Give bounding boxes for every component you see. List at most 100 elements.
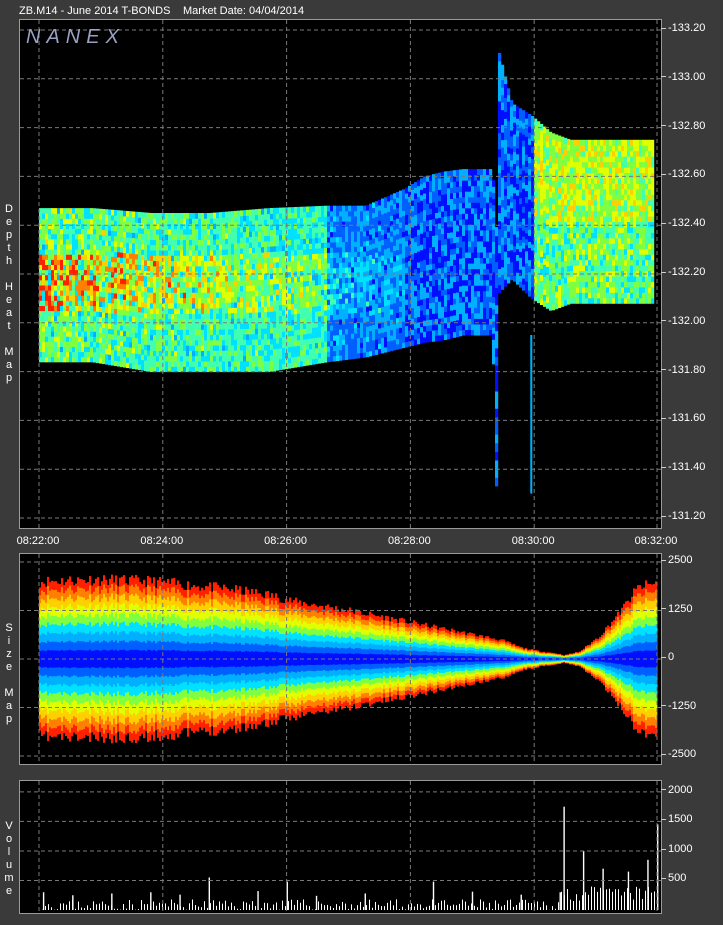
heat-cell [75, 305, 79, 312]
heat-cell [516, 260, 520, 267]
heat-cell [513, 210, 517, 217]
heat-cell [438, 239, 442, 246]
heat-cell [159, 297, 163, 304]
heat-cell [498, 164, 502, 174]
heat-cell [276, 299, 280, 306]
heat-cell [120, 257, 124, 264]
heat-cell [348, 343, 352, 350]
heat-cell [423, 336, 427, 343]
heat-cell [126, 284, 130, 290]
heat-cell [354, 307, 358, 314]
heat-cell [516, 224, 520, 232]
heat-cell [324, 336, 328, 342]
heat-cell [447, 198, 451, 206]
heat-cell [420, 189, 424, 196]
heat-cell [60, 305, 64, 312]
heat-cell [150, 286, 154, 293]
heat-cell [522, 146, 526, 153]
heat-cell [486, 329, 490, 336]
heat-cell [456, 203, 460, 210]
heat-cell [213, 339, 217, 346]
heat-cell [336, 252, 340, 258]
heat-cell [456, 280, 460, 288]
heat-cell [210, 223, 214, 230]
heat-cell [534, 179, 538, 186]
heat-cell [93, 269, 97, 276]
heat-cell [186, 350, 190, 357]
heat-cell [390, 230, 394, 237]
heat-cell [447, 321, 451, 329]
heat-cell [48, 346, 52, 353]
heat-cell [351, 292, 355, 298]
heat-cell [402, 247, 406, 254]
heat-cell [315, 290, 319, 296]
heat-cell [384, 238, 388, 245]
heat-cell [405, 267, 409, 274]
heat-cell [351, 348, 355, 355]
heat-cell [501, 72, 505, 81]
heat-cell [312, 300, 316, 307]
heat-cell [72, 259, 76, 265]
heat-cell [39, 233, 43, 240]
heat-cell [315, 237, 319, 244]
heat-cell [351, 317, 355, 324]
heat-cell [405, 203, 409, 210]
heat-cell [330, 241, 334, 248]
heat-cell [192, 366, 196, 373]
heat-cell [450, 187, 454, 194]
heat-cell [264, 208, 268, 215]
heat-cell [306, 227, 310, 234]
heat-cell [459, 235, 463, 243]
heat-cell [147, 276, 151, 282]
heat-cell [48, 331, 52, 337]
heat-cell [159, 334, 163, 341]
heat-cell [249, 360, 253, 367]
heat-cell [501, 124, 505, 133]
heat-cell [57, 238, 61, 245]
heat-cell [537, 278, 541, 285]
heat-cell [534, 270, 538, 277]
heat-cell [105, 235, 109, 241]
heat-cell [519, 161, 523, 169]
heat-cell [378, 307, 382, 314]
heat-cell [66, 259, 70, 265]
heat-cell [432, 224, 436, 231]
heat-cell [381, 306, 385, 313]
heat-cell [357, 297, 361, 303]
heat-cell [57, 300, 61, 306]
heat-cell [276, 326, 280, 333]
heat-cell [372, 283, 376, 290]
heat-cell [282, 250, 286, 257]
heat-cell [120, 231, 124, 238]
heat-cell [495, 278, 499, 289]
heat-cell [93, 351, 97, 358]
heat-cell [348, 318, 352, 324]
heat-cell [525, 160, 529, 167]
heat-cell [345, 323, 349, 330]
heat-cell [351, 297, 355, 304]
heat-cell [234, 334, 238, 340]
heat-cell [465, 174, 469, 181]
heat-cell [408, 217, 412, 224]
heat-cell [294, 319, 298, 325]
heat-cell [360, 281, 364, 288]
heat-cell [255, 301, 259, 308]
heat-cell [219, 244, 223, 250]
heat-cell [435, 312, 439, 320]
heat-cell [42, 331, 46, 337]
heat-cell [219, 339, 223, 346]
heat-cell [426, 292, 430, 299]
heat-cell [177, 239, 181, 246]
heat-cell [333, 283, 337, 289]
heat-cell [402, 242, 406, 248]
heat-cell [336, 334, 340, 341]
heat-cell [474, 207, 478, 214]
heat-cell [156, 297, 160, 304]
heat-cell [336, 257, 340, 263]
heat-cell [117, 282, 121, 289]
heat-cell [492, 259, 496, 267]
heat-cell [78, 310, 82, 317]
heat-cell [348, 353, 352, 360]
heat-cell [249, 269, 253, 275]
heat-cell [360, 251, 364, 257]
